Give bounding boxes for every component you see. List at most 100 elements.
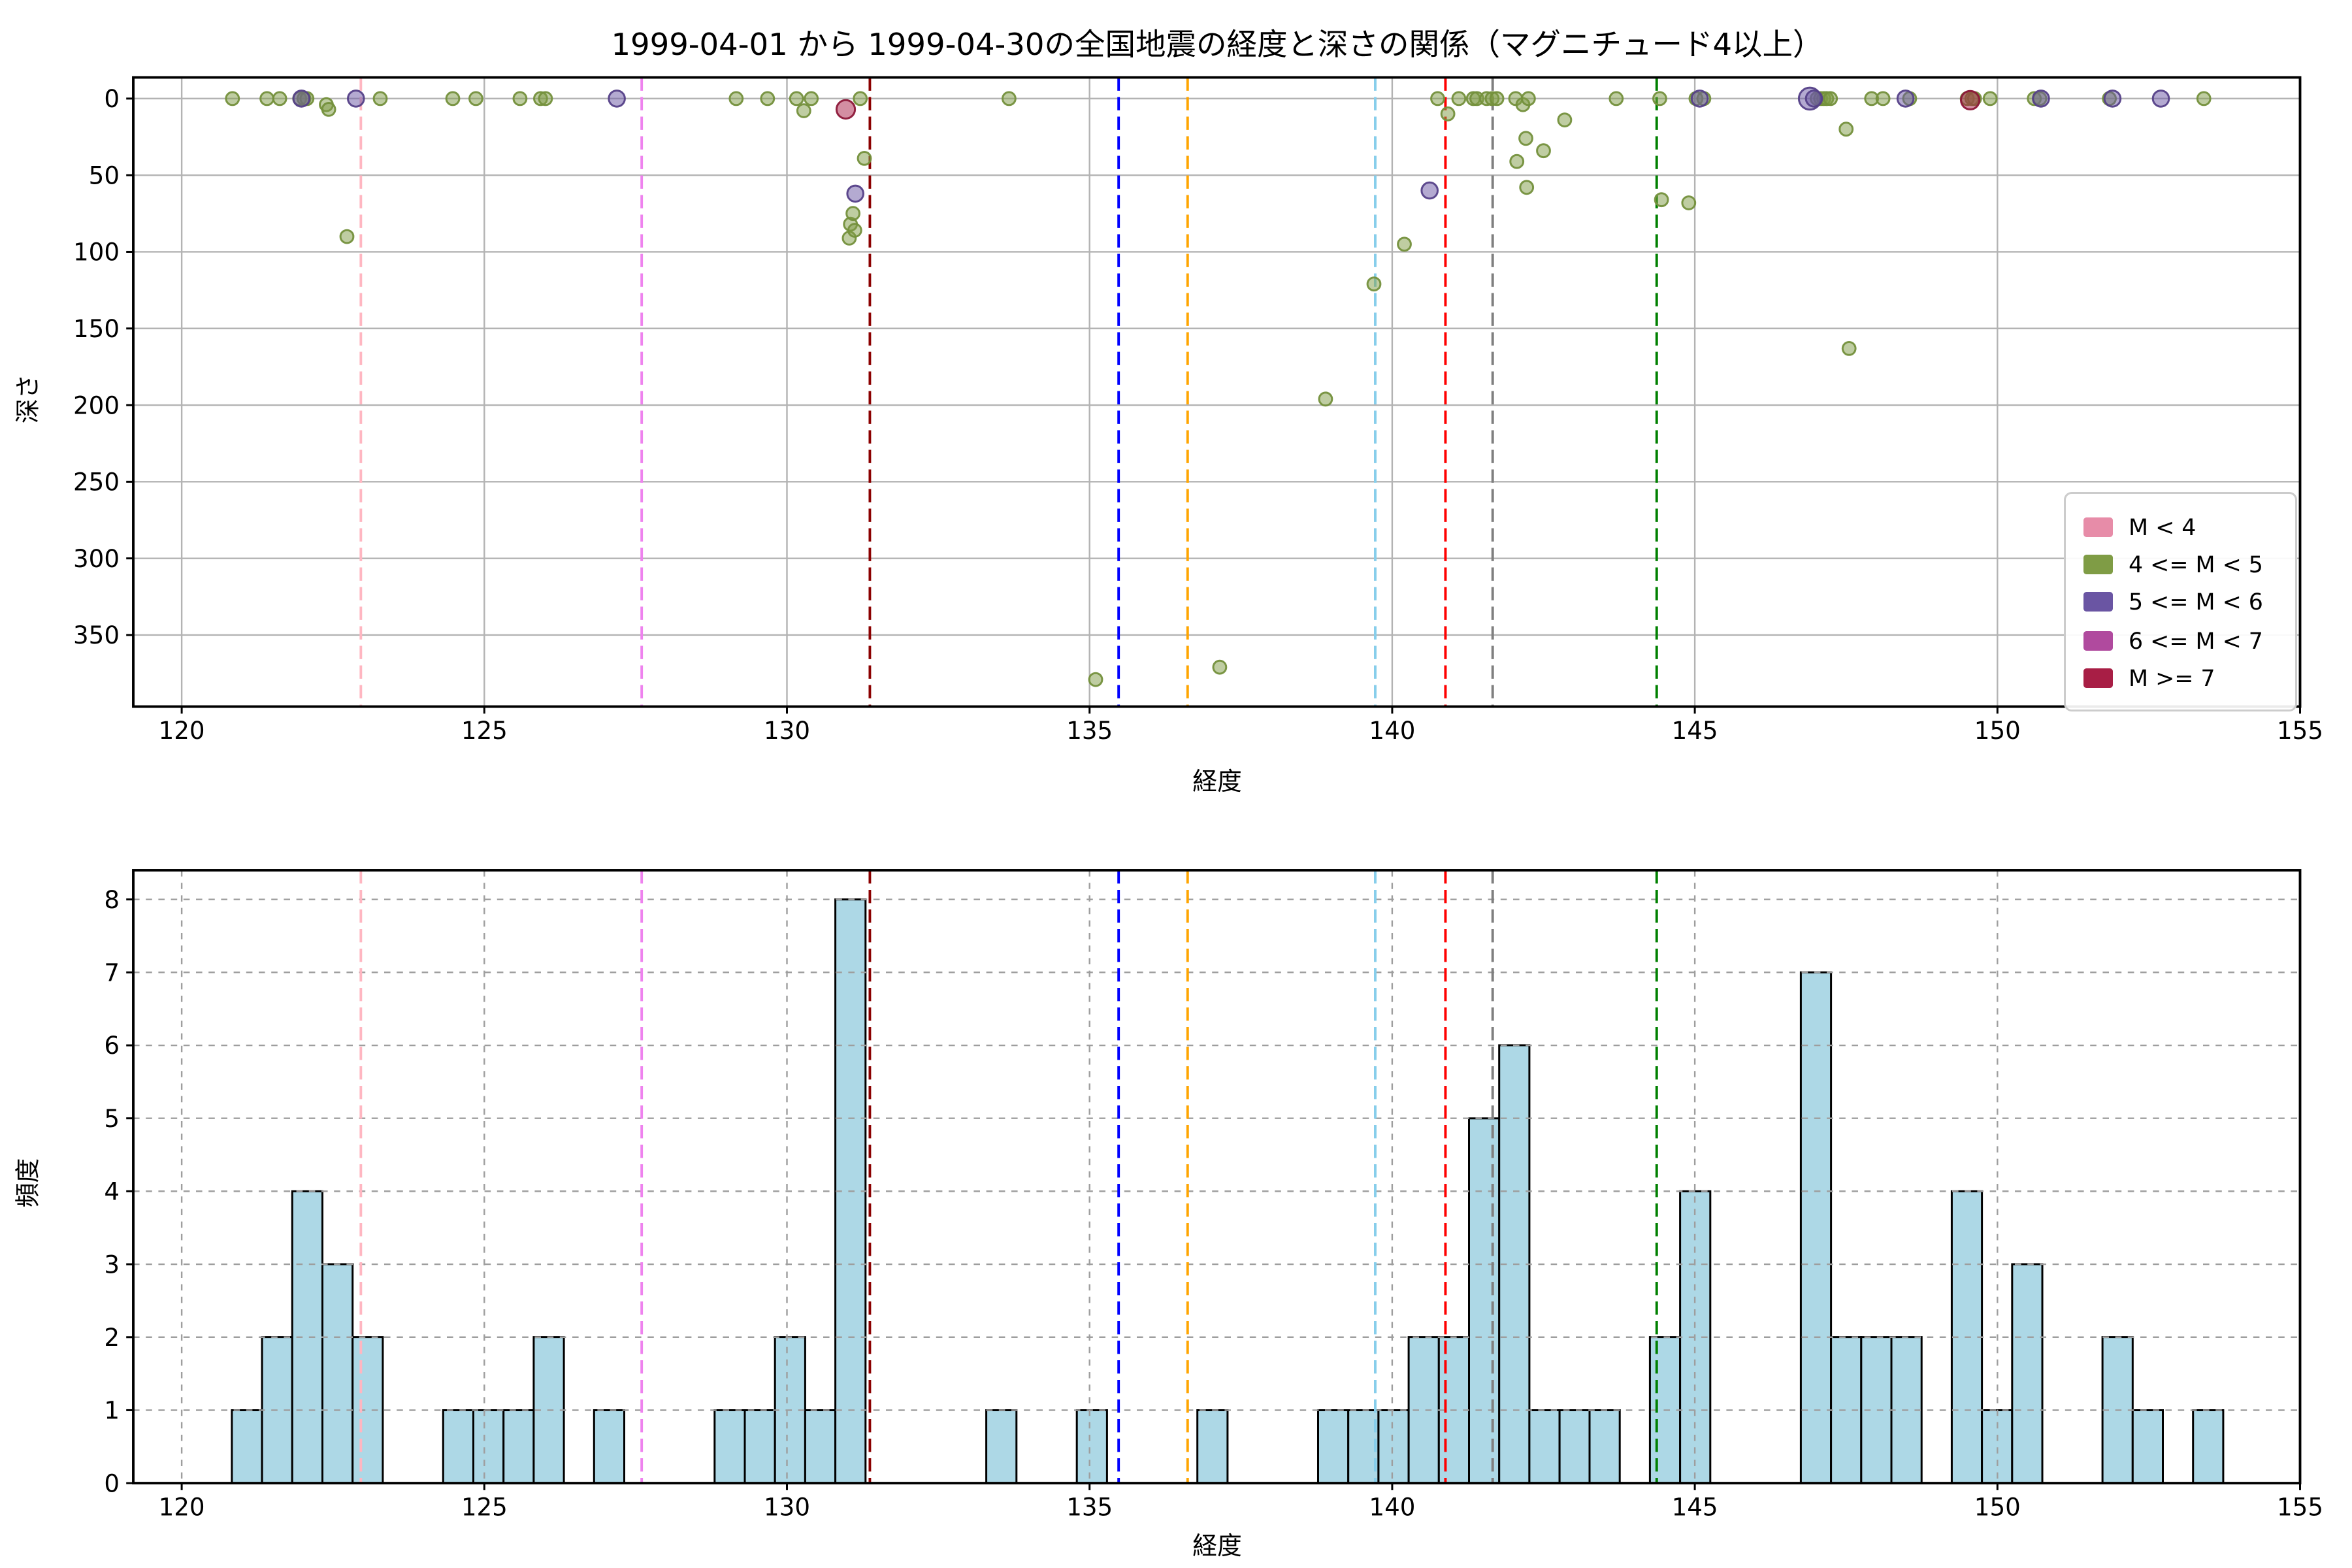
x-tick-label: 150 (1974, 1493, 2021, 1522)
histogram-bar (472, 1409, 505, 1484)
y-tick-label: 1 (104, 1396, 120, 1425)
legend-label: M >= 7 (2129, 664, 2215, 693)
scatter-point (1521, 91, 1536, 106)
histogram-bar (231, 1409, 263, 1484)
scatter-point (1654, 192, 1669, 208)
y-tick-label: 250 (73, 468, 120, 497)
y-tick-label: 4 (104, 1177, 120, 1206)
scatter-point (1420, 181, 1439, 200)
histogram-bar (502, 1409, 535, 1484)
scatter-point (1652, 91, 1667, 106)
x-tick-label: 155 (2277, 716, 2323, 745)
histogram-bar (804, 1409, 837, 1484)
scatter-y-axis-label: 深さ (12, 374, 42, 424)
histogram-bar (713, 1409, 746, 1484)
scatter-point (1557, 112, 1573, 128)
histogram-bar (593, 1409, 626, 1484)
scatter-point (1002, 91, 1017, 106)
scatter-x-axis-label: 経度 (1192, 766, 1242, 796)
legend-color-swatch (2083, 593, 2113, 613)
legend-color-swatch (2083, 668, 2113, 689)
x-tick-label: 145 (1672, 716, 1718, 745)
scatter-point (1212, 659, 1228, 675)
scatter-point (845, 206, 861, 221)
histogram-bar (1981, 1409, 2014, 1484)
scatter-point (1690, 90, 1709, 108)
scatter-point (292, 90, 311, 108)
histogram-bar (442, 1409, 475, 1484)
y-tick-label: 50 (89, 161, 120, 189)
scatter-point (372, 91, 388, 106)
histogram-plot-border (132, 869, 2302, 1485)
y-tick-label: 200 (73, 391, 120, 419)
scatter-point (1489, 91, 1505, 106)
x-tick-label: 155 (2277, 1493, 2323, 1522)
legend-item: 5 <= M < 6 (2083, 583, 2278, 621)
x-tick-label: 145 (1672, 1493, 1718, 1522)
histogram-bar (1317, 1409, 1350, 1484)
scatter-point (728, 91, 744, 106)
scatter-point (2103, 90, 2122, 108)
histogram-bar (1588, 1409, 1621, 1484)
scatter-point (804, 91, 819, 106)
magnitude-legend: M < 4 4 <= M < 5 5 <= M < 6 6 <= M < 7 M >= … (2064, 492, 2297, 711)
scatter-point (796, 103, 811, 118)
x-tick-label: 125 (461, 716, 508, 745)
scatter-plot-border (132, 76, 2302, 708)
legend-item: M < 4 (2083, 508, 2278, 546)
scatter-point (468, 91, 483, 106)
scatter-point (1805, 90, 1823, 108)
histogram-bar (1799, 971, 1833, 1484)
scatter-point (608, 90, 626, 108)
scatter-point (512, 91, 528, 106)
x-tick-label: 135 (1066, 1493, 1113, 1522)
scatter-point (225, 91, 240, 106)
x-tick-label: 140 (1369, 1493, 1415, 1522)
histogram-bar (351, 1336, 384, 1484)
scatter-point (1875, 91, 1891, 106)
x-tick-label: 140 (1369, 716, 1415, 745)
scatter-point (272, 91, 287, 106)
y-tick-label: 0 (104, 84, 120, 113)
x-tick-label: 130 (764, 1493, 810, 1522)
x-tick-label: 150 (1974, 716, 2021, 745)
y-tick-label: 150 (73, 314, 120, 343)
x-tick-label: 130 (764, 716, 810, 745)
y-tick-label: 6 (104, 1031, 120, 1060)
histogram-bar (743, 1409, 776, 1484)
histogram-x-axis-label: 経度 (1192, 1531, 1242, 1560)
histogram-bar (1196, 1409, 1229, 1484)
scatter-point (2196, 91, 2212, 106)
histogram-bar (1528, 1409, 1561, 1484)
scatter-point (1841, 341, 1857, 356)
y-tick-label: 5 (104, 1104, 120, 1133)
legend-color-swatch (2083, 517, 2113, 537)
scatter-point (1518, 131, 1533, 146)
scatter-point (1430, 91, 1445, 106)
histogram-bar (2011, 1263, 2044, 1484)
x-tick-label: 135 (1066, 716, 1113, 745)
y-tick-label: 350 (73, 621, 120, 649)
scatter-point (789, 91, 804, 106)
scatter-point (339, 229, 355, 244)
scatter-point (1366, 276, 1382, 292)
scatter-point (1088, 672, 1103, 687)
scatter-point (1509, 154, 1525, 169)
legend-color-swatch (2083, 555, 2113, 575)
legend-item: 6 <= M < 7 (2083, 622, 2278, 660)
histogram-bar (985, 1409, 1018, 1484)
x-tick-label: 125 (461, 1493, 508, 1522)
x-tick-label: 120 (159, 716, 205, 745)
histogram-bar (2131, 1409, 2164, 1484)
scatter-point (1960, 90, 1981, 110)
scatter-point (1681, 195, 1697, 210)
scatter-point (1823, 91, 1838, 106)
y-tick-label: 3 (104, 1250, 120, 1279)
scatter-point (1318, 391, 1333, 407)
y-tick-label: 8 (104, 885, 120, 914)
scatter-point (1451, 91, 1467, 106)
scatter-point (846, 184, 864, 203)
legend-item: 4 <= M < 5 (2083, 546, 2278, 583)
